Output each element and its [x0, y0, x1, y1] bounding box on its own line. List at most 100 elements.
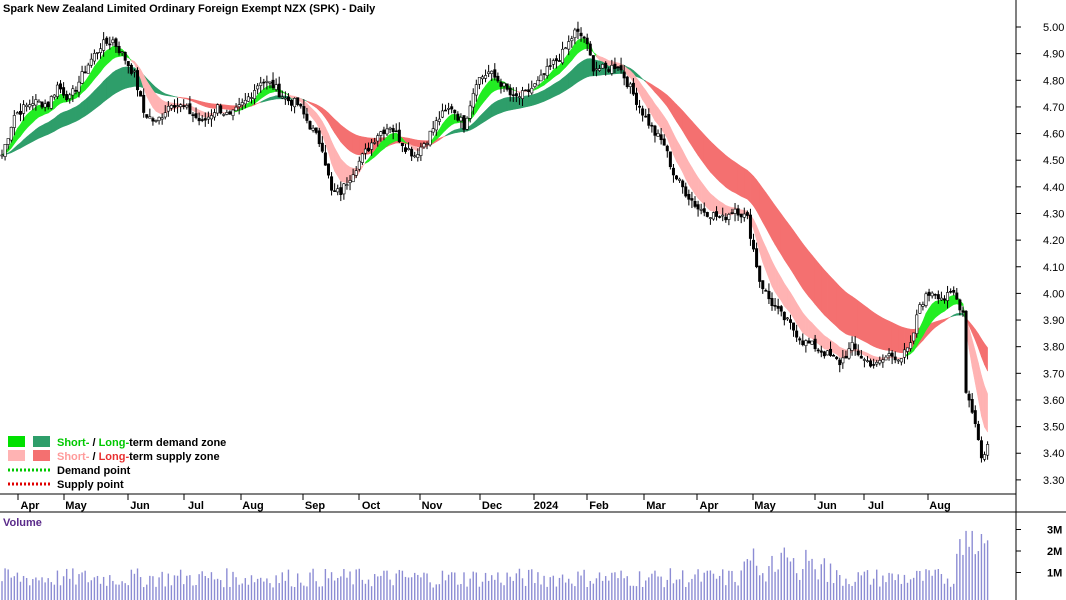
long-term-zone-segment — [691, 120, 696, 152]
long-term-zone-segment — [734, 161, 739, 195]
price-bar-body — [293, 98, 297, 108]
price-bar-body — [810, 340, 814, 345]
price-bar-body — [182, 105, 186, 107]
price-bar-body — [453, 109, 457, 114]
price-bar-body — [758, 265, 762, 282]
price-bar-body — [539, 74, 543, 82]
price-bar-body — [761, 280, 765, 290]
long-term-zone-segment — [454, 128, 459, 134]
price-bar-body — [856, 350, 860, 356]
long-term-zone-segment — [774, 204, 779, 251]
short-term-zone-segment — [697, 176, 702, 203]
price-bar-body — [416, 154, 420, 158]
price-bar-body — [379, 131, 383, 136]
price-bar-body — [570, 38, 574, 42]
price-bar-body — [83, 71, 87, 74]
volume-label: Volume — [3, 517, 42, 529]
long-term-zone-segment — [205, 102, 209, 108]
price-bar-body — [456, 113, 460, 121]
long-term-zone-segment — [208, 102, 212, 109]
price-bar-body — [887, 353, 891, 357]
long-term-zone-segment — [744, 167, 748, 200]
price-bar-body — [496, 75, 500, 82]
price-bar-body — [641, 108, 645, 116]
price-bar-body — [829, 348, 833, 356]
date-tick-label: Aug — [242, 500, 263, 512]
price-bar-body — [625, 76, 629, 88]
price-bar-body — [286, 96, 290, 102]
price-bar-body — [899, 358, 903, 363]
price-bar-body — [601, 64, 605, 69]
price-bar-body — [727, 214, 731, 220]
short-term-zone-segment — [774, 266, 779, 298]
long-term-zone-segment — [688, 116, 693, 147]
legend-demand-sep: / — [89, 437, 98, 449]
price-bar-body — [616, 66, 620, 69]
price-bar-body — [160, 117, 164, 120]
price-bar-body — [246, 96, 250, 102]
price-bar-body — [299, 103, 303, 107]
price-bar-body — [656, 133, 660, 137]
price-bar-body — [28, 104, 32, 108]
price-bar-body — [308, 121, 312, 130]
price-bar-body — [973, 410, 977, 424]
long-term-zone-segment — [91, 90, 95, 113]
price-bar-body — [718, 216, 722, 218]
long-term-zone-segment — [861, 302, 865, 342]
price-bar-body — [444, 109, 448, 112]
price-bar-body — [804, 340, 808, 346]
price-bar-body — [111, 39, 115, 43]
price-bar-body — [942, 298, 946, 301]
price-bar-body — [237, 104, 241, 108]
price-bar-body — [34, 99, 38, 106]
price-bar-body — [955, 292, 959, 300]
price-bar-body — [841, 357, 845, 364]
price-bar-body — [684, 186, 688, 197]
long-term-zone-segment — [805, 246, 810, 298]
short-term-zone-segment — [808, 319, 813, 339]
long-term-zone-segment — [349, 131, 354, 154]
long-term-zone-segment — [873, 311, 877, 349]
long-term-zone-segment — [719, 149, 723, 185]
price-bar-body — [896, 359, 900, 362]
price-bar-body — [699, 209, 703, 211]
date-tick-label: Mar — [646, 500, 666, 512]
long-term-zone-segment — [851, 295, 856, 338]
price-bar-body — [524, 89, 528, 92]
date-tick-label: Jul — [868, 500, 884, 512]
long-term-zone-segment — [750, 172, 754, 207]
price-bar-body — [413, 155, 417, 158]
price-bar-body — [25, 104, 29, 107]
price-bar-body — [388, 127, 392, 130]
price-bar-body — [357, 160, 361, 170]
price-bar-body — [671, 167, 675, 176]
price-bar-body — [976, 423, 980, 441]
long-term-zone-segment — [272, 95, 277, 100]
price-bar-body — [339, 187, 343, 195]
price-bar-body — [878, 360, 882, 364]
long-term-zone-segment — [888, 320, 893, 352]
date-tick-label: Jul — [188, 500, 204, 512]
price-bar-body — [505, 83, 509, 90]
price-bar-body — [77, 81, 81, 93]
long-term-zone-segment — [118, 67, 123, 92]
short-term-zone-segment — [106, 48, 111, 66]
price-bar-body — [970, 399, 974, 413]
date-tick-label: Feb — [589, 500, 609, 512]
long-term-zone-segment — [531, 93, 536, 106]
price-bar-body — [748, 214, 752, 239]
long-term-zone-segment — [836, 282, 841, 331]
price-bar-body — [22, 104, 26, 114]
long-term-zone-segment — [115, 68, 120, 94]
short-term-zone-segment — [780, 277, 785, 308]
price-bar-body — [249, 97, 253, 99]
price-bar-body — [721, 214, 725, 217]
volume-bars — [1, 530, 989, 600]
price-bar-body — [314, 127, 318, 133]
price-tick-label: 5.00 — [1043, 22, 1064, 34]
long-term-zone-segment — [269, 96, 274, 101]
price-bar-body — [342, 183, 346, 195]
price-bar-body — [869, 360, 873, 367]
long-term-zone-segment — [731, 159, 736, 194]
